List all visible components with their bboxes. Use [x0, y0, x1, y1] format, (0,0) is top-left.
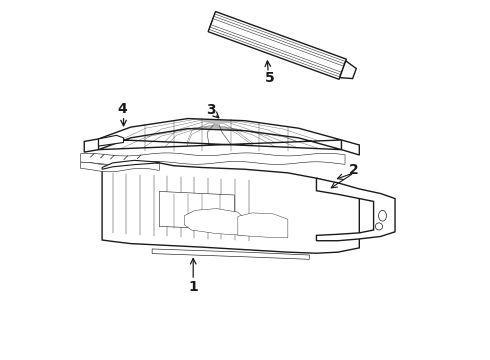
Ellipse shape — [379, 210, 387, 221]
Polygon shape — [152, 249, 309, 259]
Text: 2: 2 — [349, 163, 359, 177]
Text: 5: 5 — [265, 71, 274, 85]
Circle shape — [375, 223, 383, 230]
Polygon shape — [81, 162, 159, 172]
Polygon shape — [159, 192, 234, 229]
Polygon shape — [238, 213, 288, 238]
Polygon shape — [102, 163, 359, 253]
Polygon shape — [98, 135, 123, 146]
Polygon shape — [81, 153, 345, 165]
Polygon shape — [102, 160, 159, 169]
Polygon shape — [342, 140, 359, 155]
Text: 3: 3 — [206, 103, 216, 117]
Polygon shape — [208, 12, 346, 79]
Text: 1: 1 — [188, 280, 198, 294]
Polygon shape — [340, 61, 356, 78]
Polygon shape — [84, 139, 98, 152]
Polygon shape — [317, 178, 395, 241]
Polygon shape — [98, 118, 342, 150]
Polygon shape — [184, 208, 245, 235]
Text: 4: 4 — [117, 102, 126, 116]
